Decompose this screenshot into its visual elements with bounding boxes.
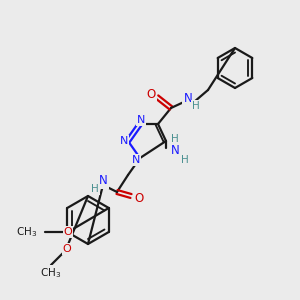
- Text: O: O: [134, 191, 144, 205]
- Text: N: N: [137, 115, 145, 125]
- Text: O: O: [63, 244, 71, 254]
- Text: H: H: [91, 184, 99, 194]
- Text: CH$_3$: CH$_3$: [16, 225, 37, 239]
- Text: O: O: [64, 227, 72, 237]
- Text: N: N: [120, 136, 128, 146]
- Text: N: N: [184, 92, 192, 104]
- Text: CH$_3$: CH$_3$: [40, 266, 61, 280]
- Text: O: O: [146, 88, 156, 100]
- Text: H: H: [181, 155, 189, 165]
- Text: N: N: [171, 145, 179, 158]
- Text: N: N: [99, 175, 107, 188]
- Text: H: H: [171, 134, 179, 144]
- Text: H: H: [192, 101, 200, 111]
- Text: N: N: [132, 155, 140, 165]
